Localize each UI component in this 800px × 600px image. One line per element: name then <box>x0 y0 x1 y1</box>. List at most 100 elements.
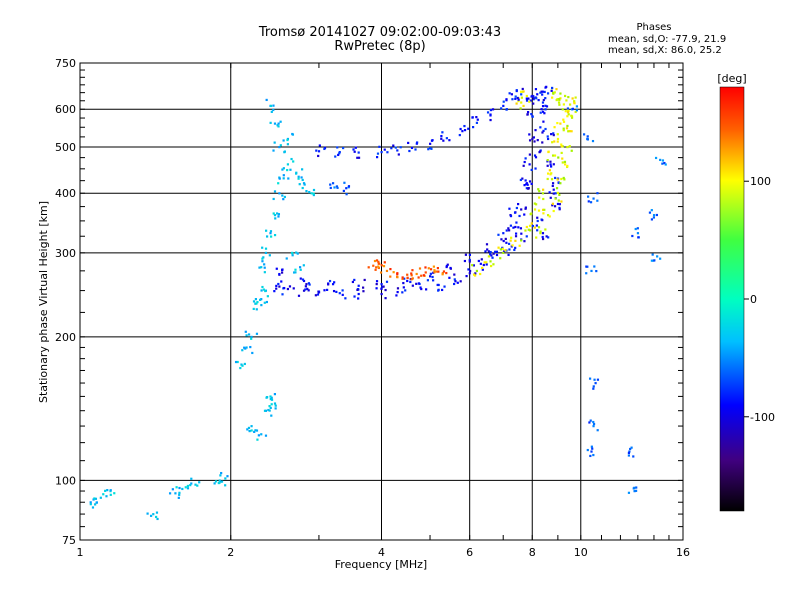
data-point <box>190 477 193 480</box>
data-point <box>522 164 525 167</box>
data-point <box>521 177 524 180</box>
data-point <box>574 96 577 99</box>
data-point <box>541 208 545 211</box>
data-point <box>219 474 222 477</box>
data-point <box>410 146 414 150</box>
data-point <box>515 206 518 210</box>
data-point <box>184 486 187 489</box>
data-point <box>376 152 380 155</box>
data-point <box>570 149 573 152</box>
data-point <box>487 250 490 253</box>
data-point <box>592 385 595 388</box>
data-point <box>295 251 298 254</box>
data-point <box>517 226 520 229</box>
data-point <box>540 90 543 93</box>
data-point <box>558 98 561 101</box>
data-point <box>329 186 332 190</box>
data-point <box>525 182 528 185</box>
data-point <box>431 139 434 142</box>
data-point <box>552 134 555 137</box>
data-point <box>531 224 535 228</box>
data-point <box>297 175 300 178</box>
data-point <box>562 129 565 132</box>
data-point <box>337 153 340 157</box>
data-point <box>446 263 449 266</box>
data-point <box>256 300 259 304</box>
data-point <box>301 278 305 281</box>
data-point <box>514 225 517 229</box>
data-point <box>257 434 260 437</box>
data-point <box>573 100 576 103</box>
data-point <box>260 304 263 307</box>
data-point <box>528 224 532 227</box>
data-point <box>419 286 422 289</box>
data-point <box>302 289 306 292</box>
data-point <box>312 193 315 197</box>
data-point <box>541 237 545 241</box>
data-point <box>562 103 565 106</box>
data-point <box>636 232 640 235</box>
data-point <box>429 268 433 271</box>
data-point <box>363 278 366 282</box>
data-point <box>278 192 281 195</box>
data-point <box>328 279 332 283</box>
data-point <box>538 150 542 153</box>
data-point <box>270 414 273 417</box>
data-point <box>380 151 383 154</box>
data-point <box>532 136 536 139</box>
data-point <box>281 194 284 197</box>
data-point <box>530 95 533 98</box>
y-tick-label: 200 <box>55 331 76 344</box>
data-point <box>536 229 539 232</box>
data-point <box>507 242 511 245</box>
data-point <box>218 481 221 484</box>
data-point <box>592 197 595 200</box>
data-point <box>177 496 180 499</box>
data-point <box>551 204 554 207</box>
data-point <box>593 265 596 268</box>
data-point <box>541 110 545 113</box>
data-point <box>546 160 549 163</box>
data-point <box>485 261 488 264</box>
data-point <box>547 150 550 153</box>
data-point <box>401 277 404 280</box>
data-point <box>375 280 379 283</box>
data-point <box>590 269 593 273</box>
x-tick-label: 8 <box>529 546 536 559</box>
data-point <box>301 168 304 171</box>
data-point <box>521 87 524 91</box>
data-point <box>492 252 495 255</box>
data-point <box>539 230 542 233</box>
data-point <box>249 345 252 349</box>
data-point <box>563 163 567 166</box>
data-point <box>557 156 560 159</box>
data-point <box>504 249 507 252</box>
data-point <box>268 254 271 257</box>
data-point <box>553 126 556 129</box>
data-point <box>510 236 513 239</box>
chart-title: Tromsø 20141027 09:02:00-09:03:43 <box>258 25 502 40</box>
data-point <box>269 397 272 401</box>
data-point <box>426 279 430 282</box>
data-point <box>384 297 387 300</box>
data-point <box>545 105 549 108</box>
data-point <box>396 276 399 279</box>
data-point <box>281 168 284 171</box>
data-point <box>214 480 218 483</box>
data-point <box>437 289 440 292</box>
data-point <box>272 212 275 215</box>
data-point <box>436 270 439 273</box>
data-point <box>533 202 536 205</box>
data-point <box>480 258 483 261</box>
data-point <box>528 100 531 103</box>
data-point <box>516 96 519 100</box>
data-point <box>536 139 539 142</box>
data-point <box>554 192 557 195</box>
data-point <box>596 429 599 432</box>
data-point <box>379 271 383 274</box>
data-point <box>508 248 511 251</box>
data-point <box>305 189 308 193</box>
data-point <box>471 264 474 267</box>
data-point <box>300 176 303 179</box>
data-point <box>566 115 569 118</box>
